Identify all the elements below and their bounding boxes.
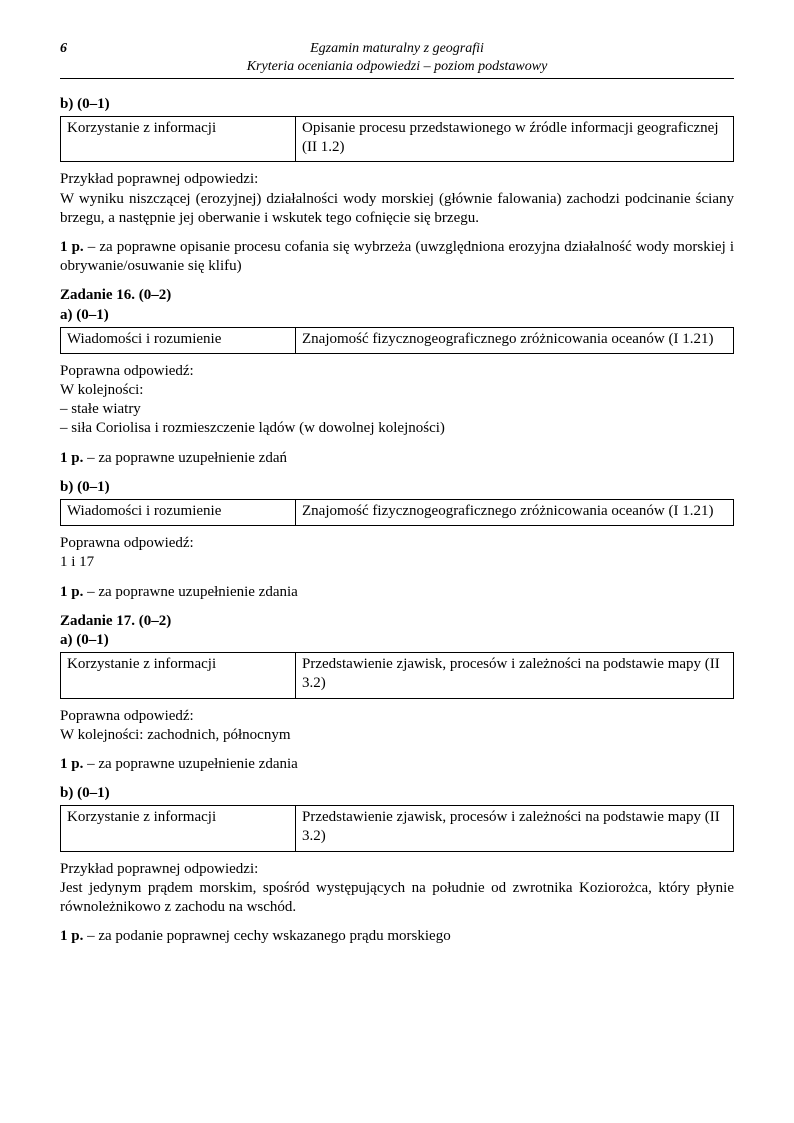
section-16b-label: b) (0–1) xyxy=(60,478,734,497)
answer-text: W kolejności: zachodnich, północnym xyxy=(60,726,734,745)
score-text: – za poprawne uzupełnienie zdania xyxy=(83,756,297,772)
score-block-15b: 1 p. – za poprawne opisanie procesu cofa… xyxy=(60,238,734,276)
criteria-cell-right: Przedstawienie zjawisk, procesów i zależ… xyxy=(296,653,734,698)
criteria-table-16b: Wiadomości i rozumienie Znajomość fizycz… xyxy=(60,499,734,526)
page: 6 Egzamin maturalny z geografii Kryteria… xyxy=(0,0,794,1123)
criteria-table-17b: Korzystanie z informacji Przedstawienie … xyxy=(60,805,734,851)
score-text: – za podanie poprawnej cechy wskazanego … xyxy=(83,928,450,944)
answer-label: Przykład poprawnej odpowiedzi: xyxy=(60,860,734,879)
criteria-cell-left: Korzystanie z informacji xyxy=(61,806,296,851)
score-prefix: 1 p. xyxy=(60,450,83,466)
header-title-1: Egzamin maturalny z geografii xyxy=(60,40,734,58)
score-prefix: 1 p. xyxy=(60,928,83,944)
page-number: 6 xyxy=(60,40,67,58)
score-text: – za poprawne opisanie procesu cofania s… xyxy=(60,239,734,274)
section-16a-label: a) (0–1) xyxy=(60,306,734,325)
table-row: Korzystanie z informacji Opisanie proces… xyxy=(61,117,734,162)
score-prefix: 1 p. xyxy=(60,239,84,255)
criteria-cell-left: Wiadomości i rozumienie xyxy=(61,327,296,353)
answer-line: – stałe wiatry xyxy=(60,400,734,419)
answer-text: W wyniku niszczącej (erozyjnej) działaln… xyxy=(60,190,734,228)
task-17-heading: Zadanie 17. (0–2) xyxy=(60,612,734,631)
score-prefix: 1 p. xyxy=(60,584,83,600)
answer-block-17a: Poprawna odpowiedź: W kolejności: zachod… xyxy=(60,707,734,745)
criteria-cell-left: Korzystanie z informacji xyxy=(61,117,296,162)
section-17a-label: a) (0–1) xyxy=(60,631,734,650)
criteria-cell-right: Znajomość fizycznogeograficznego zróżnic… xyxy=(296,500,734,526)
answer-line: – siła Coriolisa i rozmieszczenie lądów … xyxy=(60,419,734,438)
table-row: Korzystanie z informacji Przedstawienie … xyxy=(61,806,734,851)
score-block-17a: 1 p. – za poprawne uzupełnienie zdania xyxy=(60,755,734,774)
header-title-2: Kryteria oceniania odpowiedzi – poziom p… xyxy=(60,58,734,76)
score-block-17b: 1 p. – za podanie poprawnej cechy wskaza… xyxy=(60,927,734,946)
score-text: – za poprawne uzupełnienie zdań xyxy=(83,450,287,466)
criteria-table-16a: Wiadomości i rozumienie Znajomość fizycz… xyxy=(60,327,734,354)
answer-block-16a: Poprawna odpowiedź: W kolejności: – stał… xyxy=(60,362,734,439)
answer-text: Jest jedynym prądem morskim, spośród wys… xyxy=(60,879,734,917)
table-row: Wiadomości i rozumienie Znajomość fizycz… xyxy=(61,500,734,526)
answer-label: Poprawna odpowiedź: xyxy=(60,707,734,726)
score-text: – za poprawne uzupełnienie zdania xyxy=(83,584,297,600)
answer-label: Przykład poprawnej odpowiedzi: xyxy=(60,170,734,189)
answer-line: W kolejności: xyxy=(60,381,734,400)
section-17b-label: b) (0–1) xyxy=(60,784,734,803)
answer-block-17b: Przykład poprawnej odpowiedzi: Jest jedy… xyxy=(60,860,734,918)
page-header: 6 Egzamin maturalny z geografii Kryteria… xyxy=(60,40,734,79)
answer-block-16b: Poprawna odpowiedź: 1 i 17 xyxy=(60,534,734,572)
criteria-table-17a: Korzystanie z informacji Przedstawienie … xyxy=(60,652,734,698)
criteria-cell-right: Przedstawienie zjawisk, procesów i zależ… xyxy=(296,806,734,851)
table-row: Korzystanie z informacji Przedstawienie … xyxy=(61,653,734,698)
section-15b-label: b) (0–1) xyxy=(60,95,734,114)
criteria-cell-right: Opisanie procesu przedstawionego w źródl… xyxy=(296,117,734,162)
table-row: Wiadomości i rozumienie Znajomość fizycz… xyxy=(61,327,734,353)
score-prefix: 1 p. xyxy=(60,756,83,772)
score-block-16b: 1 p. – za poprawne uzupełnienie zdania xyxy=(60,583,734,602)
answer-text: 1 i 17 xyxy=(60,553,734,572)
criteria-cell-left: Wiadomości i rozumienie xyxy=(61,500,296,526)
answer-label: Poprawna odpowiedź: xyxy=(60,362,734,381)
criteria-cell-left: Korzystanie z informacji xyxy=(61,653,296,698)
answer-label: Poprawna odpowiedź: xyxy=(60,534,734,553)
task-16-heading: Zadanie 16. (0–2) xyxy=(60,286,734,305)
score-block-16a: 1 p. – za poprawne uzupełnienie zdań xyxy=(60,449,734,468)
answer-block-15b: Przykład poprawnej odpowiedzi: W wyniku … xyxy=(60,170,734,228)
criteria-cell-right: Znajomość fizycznogeograficznego zróżnic… xyxy=(296,327,734,353)
criteria-table-15b: Korzystanie z informacji Opisanie proces… xyxy=(60,116,734,162)
